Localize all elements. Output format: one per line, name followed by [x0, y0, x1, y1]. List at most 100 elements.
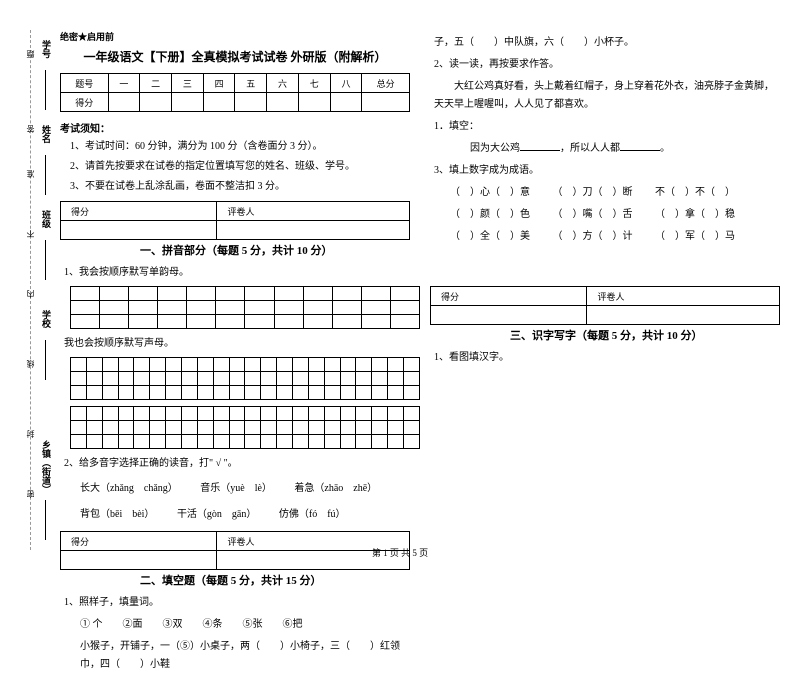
idiom-char: 军	[685, 231, 695, 242]
th-num: 题号	[61, 74, 109, 93]
q1-2-row2: 背包（bēi bèi） 干活（gòn gān） 仿佛（fó fú）	[80, 505, 410, 525]
secret-label: 绝密★启用前	[60, 30, 410, 43]
idiom-char: 意	[520, 187, 530, 198]
ss-blank	[61, 221, 217, 240]
ss-blank	[587, 306, 780, 325]
ss-a: 得分	[61, 202, 217, 221]
idiom-char: 全	[480, 231, 490, 242]
idiom-char: 不	[655, 187, 665, 198]
score-table: 题号 一 二 三 四 五 六 七 八 总分 得分	[60, 73, 410, 112]
q1-2-d: 背包（bēi bèi）	[80, 509, 154, 520]
note-3: 3、不要在试卷上乱涂乱画，卷面不整洁扣 3 分。	[70, 179, 410, 195]
notes-header: 考试须知：	[60, 120, 410, 135]
vline	[45, 340, 46, 380]
td-blank	[140, 93, 172, 112]
binding-margin: 学号 题 姓名 答 准 班级 不 内 学校 线 封 乡镇（街道） 密	[5, 30, 55, 530]
q1-2-e: 干活（gòn gān）	[177, 509, 256, 520]
idiom-char: 颜	[480, 209, 490, 220]
q1-2: 2、给多音字选择正确的读音，打" √ "。	[64, 455, 410, 473]
q1-2-b: 音乐（yuè lè）	[200, 483, 272, 494]
note-2: 2、请首先按要求在试卷的指定位置填写您的姓名、班级、学号。	[70, 159, 410, 175]
vline	[45, 240, 46, 280]
th-6: 六	[267, 74, 299, 93]
idiom-char: 美	[520, 231, 530, 242]
vlabel-class: 班级	[40, 210, 53, 228]
small-score-1: 得分评卷人	[60, 201, 410, 240]
th-4: 四	[203, 74, 235, 93]
notes: 1、考试时间：60 分钟，满分为 100 分（含卷面分 3 分）。 2、请首先按…	[60, 139, 410, 195]
q1-2-a: 长大（zhǎng chǎng）	[80, 483, 178, 494]
idiom-char: 断	[623, 187, 633, 198]
q2-2-b: 因为大公鸡 ，所以人人都 。	[470, 140, 780, 158]
q2-2-b-end: 。	[660, 143, 670, 154]
idiom-row-1: （ ）心（ ）意 （ ）刀（ ）断 不（ ）不（ ）	[450, 184, 780, 202]
left-column: 绝密★启用前 一年级语文【下册】全真模拟考试试卷 外研版（附解析） 题号 一 二…	[60, 30, 410, 678]
q2-2: 2、读一读，再按要求作答。	[434, 56, 780, 74]
th-2: 二	[140, 74, 172, 93]
th-1: 一	[108, 74, 140, 93]
right-column: 子，五（ ）中队旗，六（ ）小杯子。 2、读一读，再按要求作答。 大红公鸡真好看…	[430, 30, 780, 678]
q2-2-b-mid: ，所以人人都	[560, 143, 620, 154]
th-8: 八	[330, 74, 362, 93]
idiom-char: 嘴	[583, 209, 593, 220]
idiom-char: 马	[725, 231, 735, 242]
ss-blank	[217, 221, 410, 240]
q2-3: 3、填上数字成为成语。	[434, 162, 780, 180]
ss-b: 评卷人	[217, 202, 410, 221]
vsmall-6: 线	[25, 360, 36, 368]
th-7: 七	[298, 74, 330, 93]
td-blank	[235, 93, 267, 112]
ss-a: 得分	[431, 287, 587, 306]
section-1-title: 一、拼音部分（每题 5 分，共计 10 分）	[140, 242, 410, 258]
grid-consonants-1	[70, 357, 420, 400]
th-5: 五	[235, 74, 267, 93]
q2-1-opts: ① 个 ②面 ③双 ④条 ⑤张 ⑥把	[80, 616, 410, 634]
vline	[45, 500, 46, 540]
idiom-row-2: （ ）颜（ ）色 （ ）嘴（ ）舌 （ ）拿（ ）稳	[450, 206, 780, 224]
q1-2-row1: 长大（zhǎng chǎng） 音乐（yuè lè） 着急（zhāo zhē）	[80, 479, 410, 499]
q1-1b: 我也会按顺序默写声母。	[64, 335, 410, 353]
vsmall-2: 答	[25, 125, 36, 133]
idiom-char: 色	[520, 209, 530, 220]
ss-blank	[431, 306, 587, 325]
q2-1-cont: 子，五（ ）中队旗，六（ ）小杯子。	[434, 34, 780, 52]
idiom-char: 舌	[623, 209, 633, 220]
vlabel-id: 学号	[40, 40, 53, 58]
q1-1: 1、我会按顺序默写单韵母。	[64, 264, 410, 282]
page-footer: 第 1 页 共 5 页	[0, 546, 800, 559]
idiom-char: 拿	[685, 209, 695, 220]
q1-2-f: 仿佛（fó fú）	[279, 509, 346, 520]
td-label: 得分	[61, 93, 109, 112]
vline	[45, 70, 46, 110]
td-blank	[330, 93, 362, 112]
q2-1: 1、照样子，填量词。	[64, 594, 410, 612]
q2-1-line: 小猴子，开铺子，一（⑤）小桌子，两（ ）小椅子，三（ ）红领巾，四（ ）小鞋	[80, 638, 410, 674]
vlabel-school: 学校	[40, 310, 53, 328]
idiom-char: 心	[480, 187, 490, 198]
ss-b: 评卷人	[587, 287, 780, 306]
vsmall-8: 密	[25, 490, 36, 498]
q2-2-b-pre: 因为大公鸡	[470, 143, 520, 154]
td-blank	[108, 93, 140, 112]
td-blank	[298, 93, 330, 112]
vsmall-5: 内	[25, 290, 36, 298]
idiom-char: 方	[583, 231, 593, 242]
exam-title: 一年级语文【下册】全真模拟考试试卷 外研版（附解析）	[60, 48, 410, 65]
vlabel-name: 姓名	[40, 125, 53, 143]
blank	[620, 140, 660, 151]
idiom-row-3: （ ）全（ ）美 （ ）方（ ）计 （ ）军（ ）马	[450, 228, 780, 246]
q2-2-text: 大红公鸡真好看，头上戴着红帽子，身上穿着花外衣，油亮脖子金黄脚，天天早上喔喔叫，…	[434, 78, 780, 114]
idiom-char: 不	[695, 187, 705, 198]
vsmall-3: 准	[25, 170, 36, 178]
vsmall-7: 封	[25, 430, 36, 438]
q3-1: 1、看图填汉字。	[434, 349, 780, 367]
idiom-char: 稳	[725, 209, 735, 220]
td-blank	[172, 93, 204, 112]
td-blank	[267, 93, 299, 112]
note-1: 1、考试时间：60 分钟，满分为 100 分（含卷面分 3 分）。	[70, 139, 410, 155]
q1-2-c: 着急（zhāo zhē）	[294, 483, 377, 494]
blank	[520, 140, 560, 151]
th-total: 总分	[362, 74, 410, 93]
vline	[45, 155, 46, 195]
vlabel-town: 乡镇（街道）	[40, 440, 53, 494]
